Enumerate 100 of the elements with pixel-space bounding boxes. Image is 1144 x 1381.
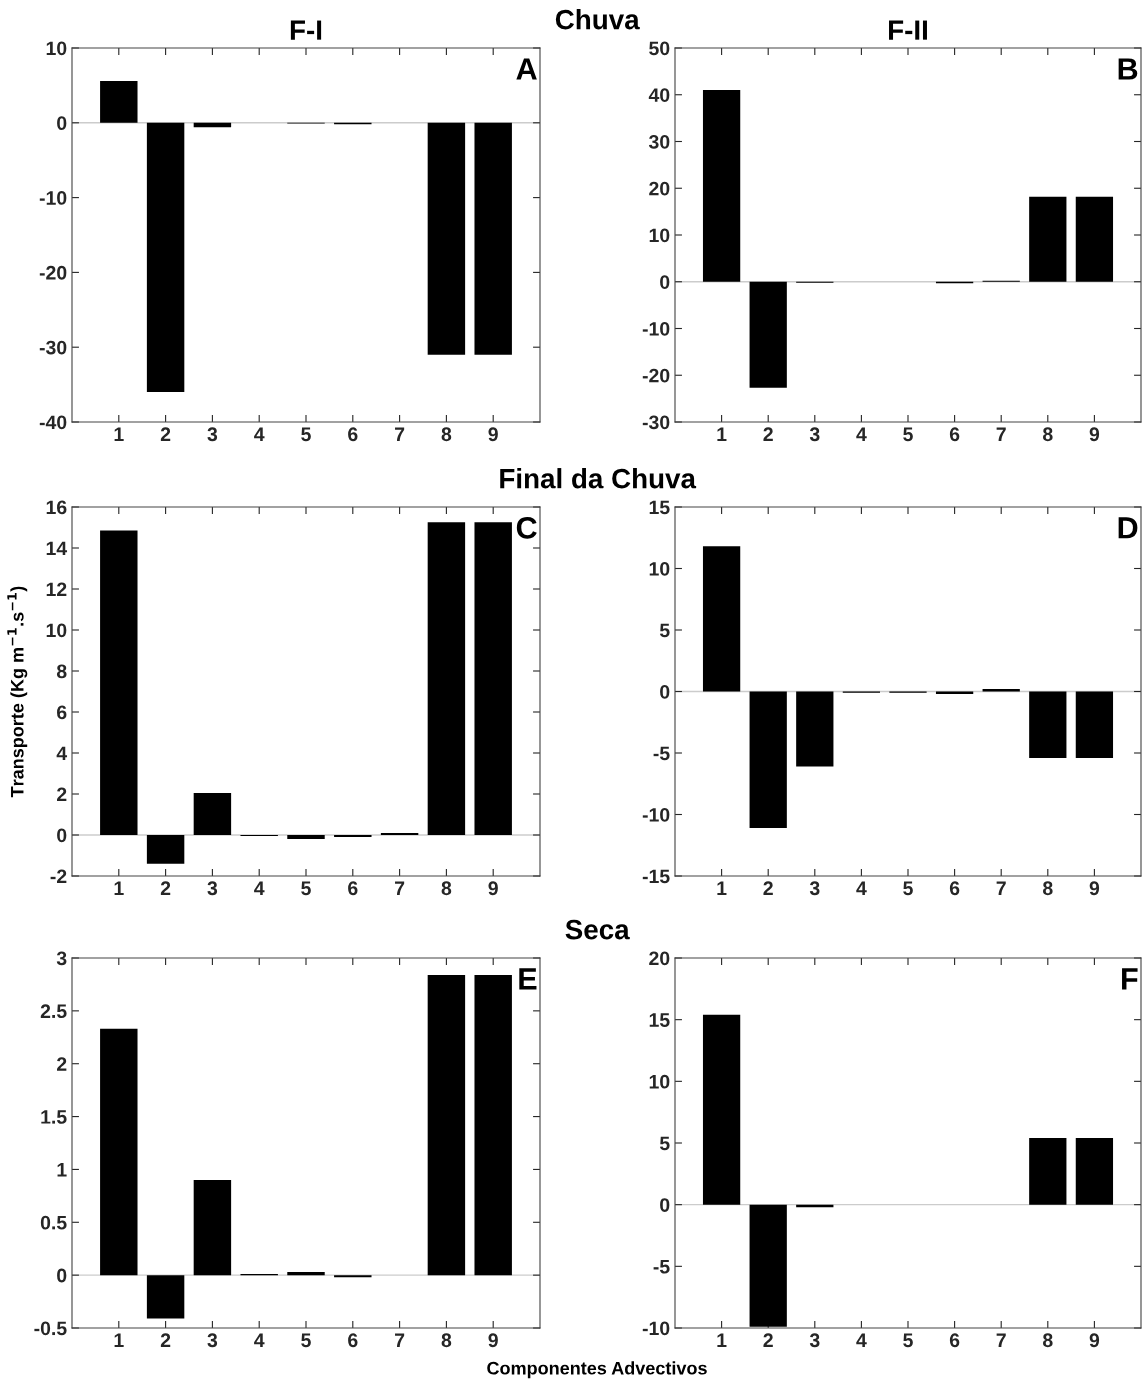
bar <box>702 90 741 282</box>
y-tick-label: 14 <box>46 541 68 556</box>
chart-title: F-II <box>889 20 927 40</box>
x-tick-label: 3 <box>207 1333 218 1348</box>
y-tick-label: 20 <box>649 951 670 966</box>
bar <box>1075 196 1114 282</box>
y-tick-label: 5 <box>659 1136 670 1151</box>
x-tick-label: 8 <box>1043 427 1053 442</box>
annotation: A <box>516 58 537 80</box>
y-tick-label: 10 <box>46 623 67 638</box>
x-tick-label: 9 <box>488 427 498 442</box>
x-tick-label: 4 <box>856 1333 867 1347</box>
x-tick-label: 8 <box>1043 881 1053 896</box>
x-tick-label: 2 <box>763 1333 773 1347</box>
y-tick-label: 15 <box>649 500 670 515</box>
y-tick-label: 10 <box>649 1074 670 1089</box>
bar <box>749 691 787 829</box>
chart-title: F-I <box>290 20 322 40</box>
bar <box>1075 691 1114 758</box>
x-tick-label: 1 <box>717 427 727 441</box>
x-tick-label: 5 <box>301 1333 311 1348</box>
y-tick-label: -40 <box>39 415 67 430</box>
y-tick-label: 8 <box>56 664 67 679</box>
x-tick-label: 2 <box>160 1333 171 1347</box>
y-tick-label: 15 <box>649 1013 670 1027</box>
bar <box>796 691 834 767</box>
x-tick-label: 4 <box>856 427 867 441</box>
bar <box>146 1275 185 1319</box>
y-tick-label: 0 <box>660 275 670 289</box>
y-tick-label: 4 <box>56 746 68 761</box>
x-tick-label: 1 <box>717 881 727 895</box>
x-tick-label: 6 <box>949 1333 960 1348</box>
bar <box>749 281 787 388</box>
y-tick-label: -15 <box>642 869 670 884</box>
y-tick-label: 1.5 <box>41 1110 67 1124</box>
y-tick-label: 2 <box>57 787 67 802</box>
x-tick-label: 5 <box>903 1333 913 1348</box>
x-axis-title: Componentes Advectivos <box>487 1361 707 1379</box>
y-tick-label: -10 <box>39 191 67 205</box>
y-tick-label: 2 <box>57 1057 67 1071</box>
bar <box>287 1271 325 1276</box>
x-tick-label: 8 <box>1043 1333 1053 1348</box>
bar <box>1029 1138 1067 1205</box>
text: Final da Chuva <box>500 468 697 489</box>
x-tick-label: 4 <box>254 427 265 441</box>
x-tick-label: 9 <box>1089 1333 1100 1348</box>
y-tick-label: 16 <box>46 500 67 515</box>
bar <box>1029 691 1067 758</box>
x-tick-label: 6 <box>348 1333 358 1348</box>
x-tick-label: 2 <box>160 881 171 895</box>
text: Chuva <box>555 9 640 30</box>
x-tick-label: 1 <box>114 881 124 895</box>
y-tick-label: -30 <box>39 340 67 355</box>
bar <box>427 974 466 1276</box>
y-tick-label: -10 <box>642 807 670 822</box>
x-tick-label: 3 <box>207 427 218 442</box>
bar <box>474 974 512 1276</box>
y-tick-label: 0.5 <box>40 1215 67 1230</box>
x-tick-label: 3 <box>809 1333 820 1348</box>
bar <box>380 832 419 835</box>
x-tick-label: 8 <box>441 881 452 896</box>
y-tick-label: 0 <box>57 828 67 843</box>
y-tick-label: -20 <box>642 368 670 383</box>
x-tick-label: 2 <box>160 427 171 441</box>
bar <box>334 1275 372 1278</box>
x-tick-label: 6 <box>348 881 358 896</box>
y-tick-label: -2 <box>50 869 67 884</box>
annotation: D <box>1118 517 1138 539</box>
y-tick-label: 12 <box>46 582 67 597</box>
y-tick-label: -0.5 <box>34 1321 67 1336</box>
y-tick-label: 6 <box>57 705 67 720</box>
y-tick-label: -20 <box>39 265 67 280</box>
x-tick-label: 1 <box>114 427 124 441</box>
x-tick-label: 1 <box>717 1333 727 1347</box>
y-axis-title: Transporte (Kg m$^{−1}$.s$^{−1}$) <box>7 586 28 798</box>
x-tick-label: 4 <box>856 881 867 895</box>
bar <box>474 522 512 835</box>
bar <box>1075 1138 1114 1205</box>
y-tick-label: 30 <box>648 134 670 149</box>
x-tick-label: 7 <box>996 881 1006 895</box>
x-tick-label: 5 <box>301 427 311 442</box>
bar <box>1029 196 1067 282</box>
bar <box>100 530 138 835</box>
x-tick-label: 9 <box>488 1333 498 1348</box>
bar <box>982 689 1020 692</box>
x-tick-label: 9 <box>488 881 498 896</box>
annotation: B <box>1118 58 1138 80</box>
x-tick-label: 1 <box>114 1333 124 1347</box>
x-tick-label: 6 <box>949 881 960 896</box>
annotation: F <box>1122 968 1138 990</box>
x-tick-label: 6 <box>949 427 960 442</box>
y-tick-label: -5 <box>653 746 670 761</box>
annotation: C <box>516 517 537 539</box>
text: Seca <box>565 919 630 940</box>
x-tick-label: 6 <box>348 427 358 442</box>
bar <box>100 1028 138 1276</box>
y-tick-label: 3 <box>56 951 67 966</box>
x-tick-label: 5 <box>301 881 311 896</box>
y-tick-label: 20 <box>649 181 670 196</box>
x-tick-label: 3 <box>207 881 218 896</box>
